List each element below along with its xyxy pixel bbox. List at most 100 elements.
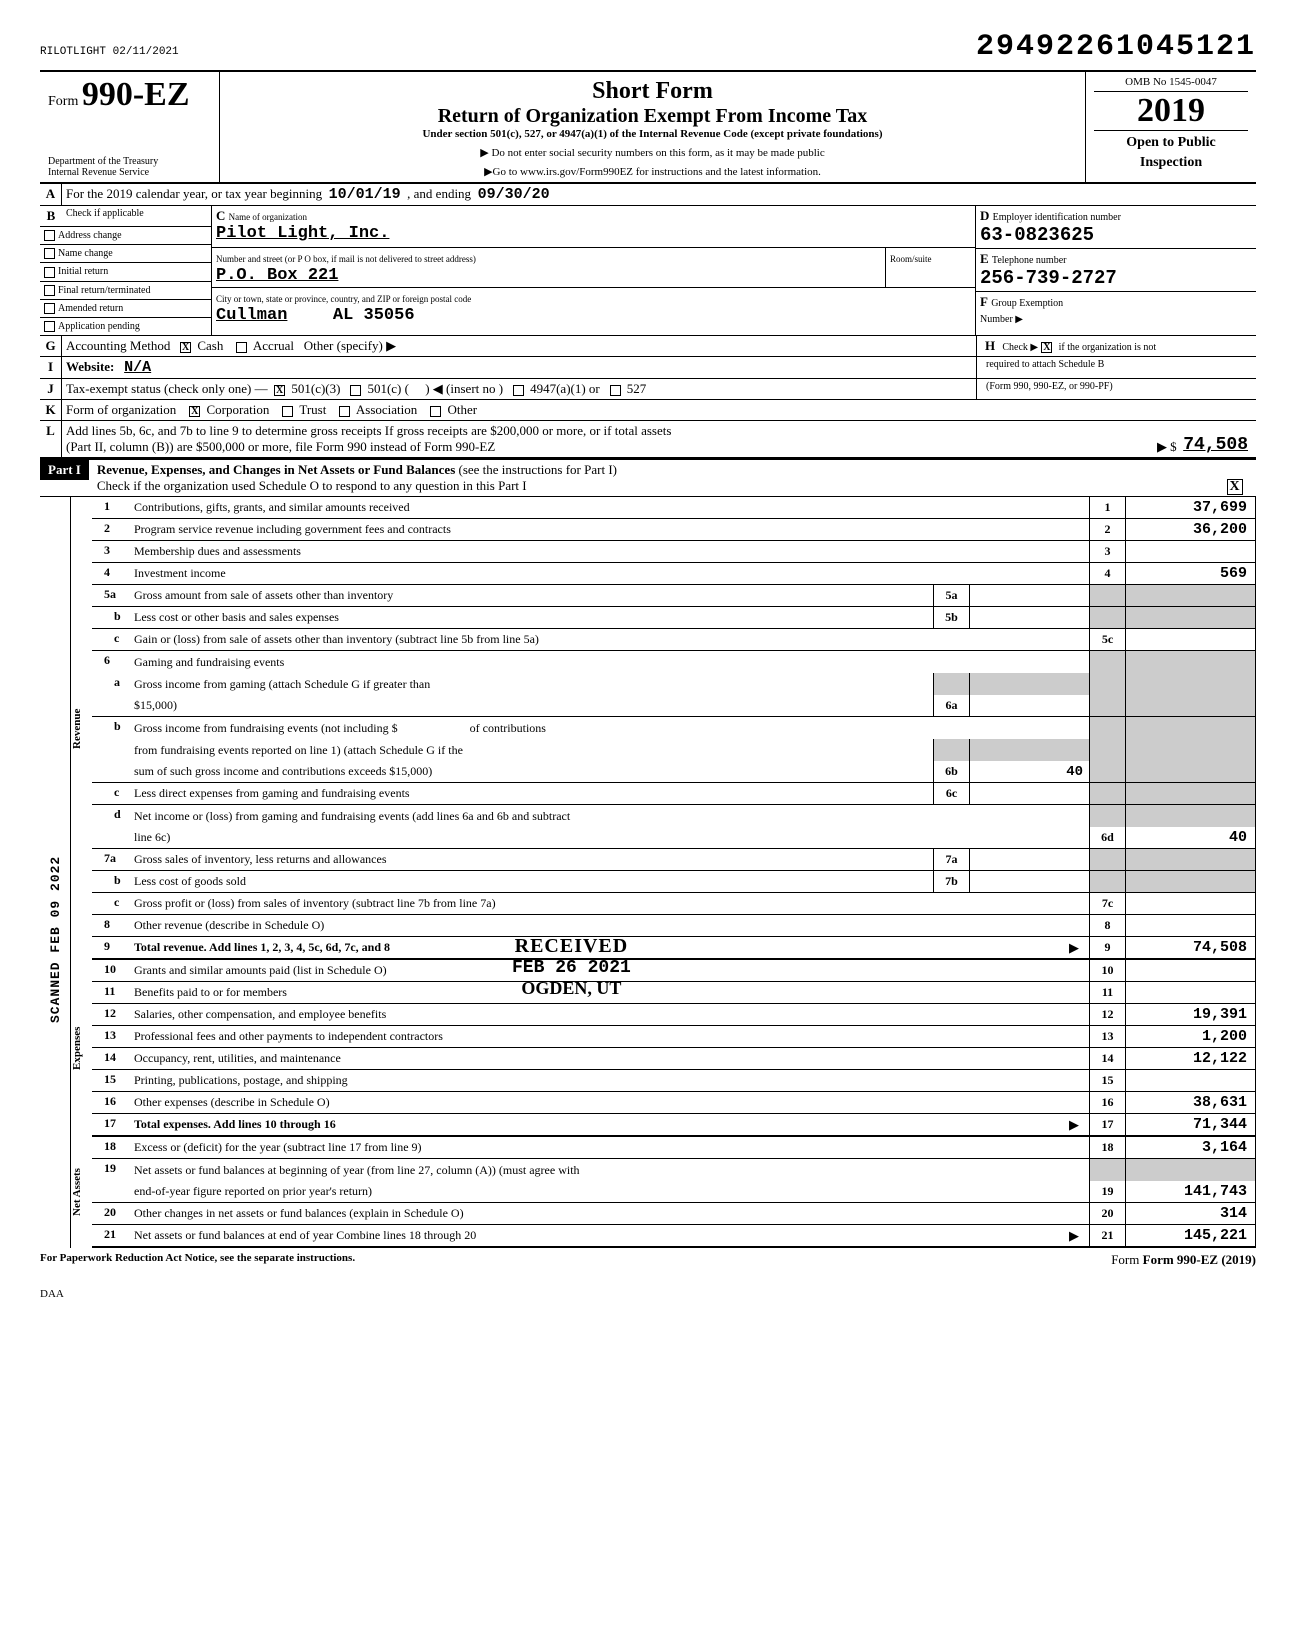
checkbox-icon[interactable] <box>44 303 55 314</box>
l5a-shade1 <box>1089 585 1125 606</box>
checkbox-icon[interactable] <box>44 267 55 278</box>
line-17: 17 Total expenses. Add lines 10 through … <box>92 1114 1255 1137</box>
accrual-checkbox[interactable] <box>236 342 247 353</box>
l17-cell: 17 <box>1089 1114 1125 1135</box>
527-checkbox[interactable] <box>610 385 621 396</box>
l5c-desc: Gain or (loss) from sale of assets other… <box>130 629 1089 650</box>
checkbox-icon[interactable] <box>44 321 55 332</box>
line-8: 8 Other revenue (describe in Schedule O)… <box>92 915 1255 937</box>
opt-amended[interactable]: Amended return <box>40 300 211 318</box>
l6b-mid: 6b <box>933 761 969 782</box>
dept-block: Department of the Treasury Internal Reve… <box>48 156 211 178</box>
opt-pending[interactable]: Application pending <box>40 318 211 335</box>
group-number-label: Number ▶ <box>980 314 1023 325</box>
l18-desc: Excess or (deficit) for the year (subtra… <box>130 1137 1089 1158</box>
l21-desc: Net assets or fund balances at end of ye… <box>130 1225 1069 1246</box>
opt-initial-return[interactable]: Initial return <box>40 263 211 281</box>
checkbox-icon[interactable] <box>44 230 55 241</box>
checkbox-icon[interactable] <box>44 248 55 259</box>
l21-no: 21 <box>92 1225 130 1246</box>
l6a-s5 <box>1089 695 1125 716</box>
501c-checkbox[interactable] <box>350 385 361 396</box>
l6d-desc2: line 6c) <box>130 827 1089 848</box>
opt-name-change[interactable]: Name change <box>40 245 211 263</box>
l8-no: 8 <box>92 915 130 936</box>
l6-desc: Gaming and fundraising events <box>130 651 1089 673</box>
l6b-s2 <box>1125 717 1255 739</box>
l6b-desc: Gross income from fundraising events (no… <box>134 721 398 736</box>
line-2: 2 Program service revenue including gove… <box>92 519 1255 541</box>
line-a-label: A <box>40 184 62 205</box>
k-label: K <box>40 400 62 420</box>
line-6a-2: $15,000) 6a <box>92 695 1255 717</box>
l6a-s3 <box>1089 673 1125 695</box>
cash-checkbox[interactable]: X <box>180 342 191 353</box>
opt-address-change[interactable]: Address change <box>40 227 211 245</box>
city-label: City or town, state or province, country… <box>216 294 471 304</box>
schedule-o-checkbox[interactable]: X <box>1227 479 1243 495</box>
l6c-mid: 6c <box>933 783 969 804</box>
l7c-no: c <box>92 893 130 914</box>
h-text2: if the organization is not <box>1059 342 1157 353</box>
header-right-col: OMB No 1545-0047 2019 Open to Public Ins… <box>1086 72 1256 182</box>
l2-no: 2 <box>92 519 130 540</box>
l19-cell: 19 <box>1089 1181 1125 1202</box>
omb-number: OMB No 1545-0047 <box>1094 76 1248 92</box>
l5b-desc: Less cost or other basis and sales expen… <box>130 607 933 628</box>
l5a-midval <box>969 585 1089 606</box>
trust-label: Trust <box>299 402 326 417</box>
l19-no: 19 <box>92 1159 130 1181</box>
l9-no: 9 <box>92 937 130 958</box>
col-c: C Name of organization Pilot Light, Inc.… <box>212 206 976 335</box>
h-label: H <box>981 338 999 353</box>
l21-cell: 21 <box>1089 1225 1125 1246</box>
form-of-org-label: Form of organization <box>66 402 176 417</box>
f-label: F <box>980 294 988 309</box>
line-gh-row: G Accounting Method X Cash Accrual Other… <box>40 336 1256 357</box>
l17-arrow: ▶ <box>1069 1114 1089 1135</box>
l6d-val: 40 <box>1125 827 1255 848</box>
phone-label: Telephone number <box>992 255 1067 266</box>
inspection-label: Inspection <box>1094 151 1248 171</box>
l6-shade1 <box>1089 651 1125 673</box>
form-header: Form 990-EZ Department of the Treasury I… <box>40 70 1256 184</box>
g-label: G <box>40 336 62 356</box>
h-checkbox[interactable]: X <box>1041 342 1052 353</box>
short-form-title: Short Form <box>228 78 1077 105</box>
4947-checkbox[interactable] <box>513 385 524 396</box>
line-19-1: 19 Net assets or fund balances at beginn… <box>92 1159 1255 1181</box>
l1-no: 1 <box>92 497 130 518</box>
line-6a-1: a Gross income from gaming (attach Sched… <box>92 673 1255 695</box>
form-label: Form <box>48 94 78 109</box>
assoc-checkbox[interactable] <box>339 406 350 417</box>
l3-desc: Membership dues and assessments <box>130 541 1089 562</box>
line-19-2: end-of-year figure reported on prior yea… <box>92 1181 1255 1203</box>
l18-cell: 18 <box>1089 1137 1125 1158</box>
l12-cell: 12 <box>1089 1004 1125 1025</box>
l10-cell: 10 <box>1089 960 1125 981</box>
l9-arrow: ▶ <box>1069 937 1089 958</box>
trust-checkbox[interactable] <box>282 406 293 417</box>
line-i-row: I Website: N/A required to attach Schedu… <box>40 357 1256 379</box>
ein-value: 63-0823625 <box>980 224 1094 246</box>
other-checkbox[interactable] <box>430 406 441 417</box>
netassets-section: Net Assets 18 Excess or (deficit) for th… <box>70 1137 1255 1248</box>
l20-desc: Other changes in net assets or fund bala… <box>130 1203 1089 1224</box>
return-subtitle: Return of Organization Exempt From Incom… <box>228 105 1077 128</box>
l4-no: 4 <box>92 563 130 584</box>
l7b-no: b <box>92 871 130 892</box>
check-if-applicable: Check if applicable <box>62 206 148 226</box>
line-5a: 5a Gross amount from sale of assets othe… <box>92 585 1255 607</box>
501c3-checkbox[interactable]: X <box>274 385 285 396</box>
l5a-shade2 <box>1125 585 1255 606</box>
l8-desc: Other revenue (describe in Schedule O) <box>130 915 1089 936</box>
l15-desc: Printing, publications, postage, and shi… <box>130 1070 1089 1091</box>
c-label: C <box>216 208 225 223</box>
line-9: 9 Total revenue. Add lines 1, 2, 3, 4, 5… <box>92 937 1255 960</box>
corp-checkbox[interactable]: X <box>189 406 200 417</box>
opt-final-return[interactable]: Final return/terminated <box>40 282 211 300</box>
dept-treasury: Department of the Treasury <box>48 156 211 167</box>
checkbox-icon[interactable] <box>44 285 55 296</box>
group-exempt-label: Group Exemption <box>991 298 1063 309</box>
form-number: 990-EZ <box>82 76 190 113</box>
